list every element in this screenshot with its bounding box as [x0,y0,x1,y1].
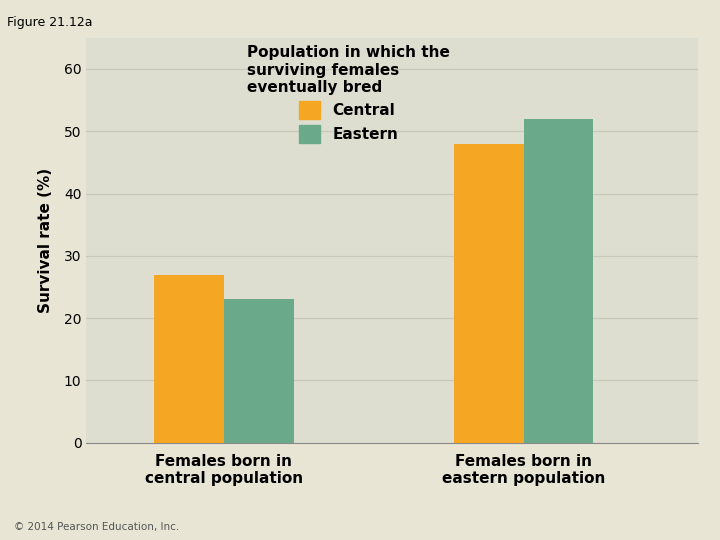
Text: Figure 21.12a: Figure 21.12a [7,16,93,29]
Text: © 2014 Pearson Education, Inc.: © 2014 Pearson Education, Inc. [14,522,180,532]
Bar [523,119,593,443]
Legend: Central, Eastern: Central, Eastern [247,45,450,143]
Bar [224,300,294,443]
Y-axis label: Survival rate (%): Survival rate (%) [38,168,53,313]
Bar [454,144,523,443]
Bar [154,274,224,443]
